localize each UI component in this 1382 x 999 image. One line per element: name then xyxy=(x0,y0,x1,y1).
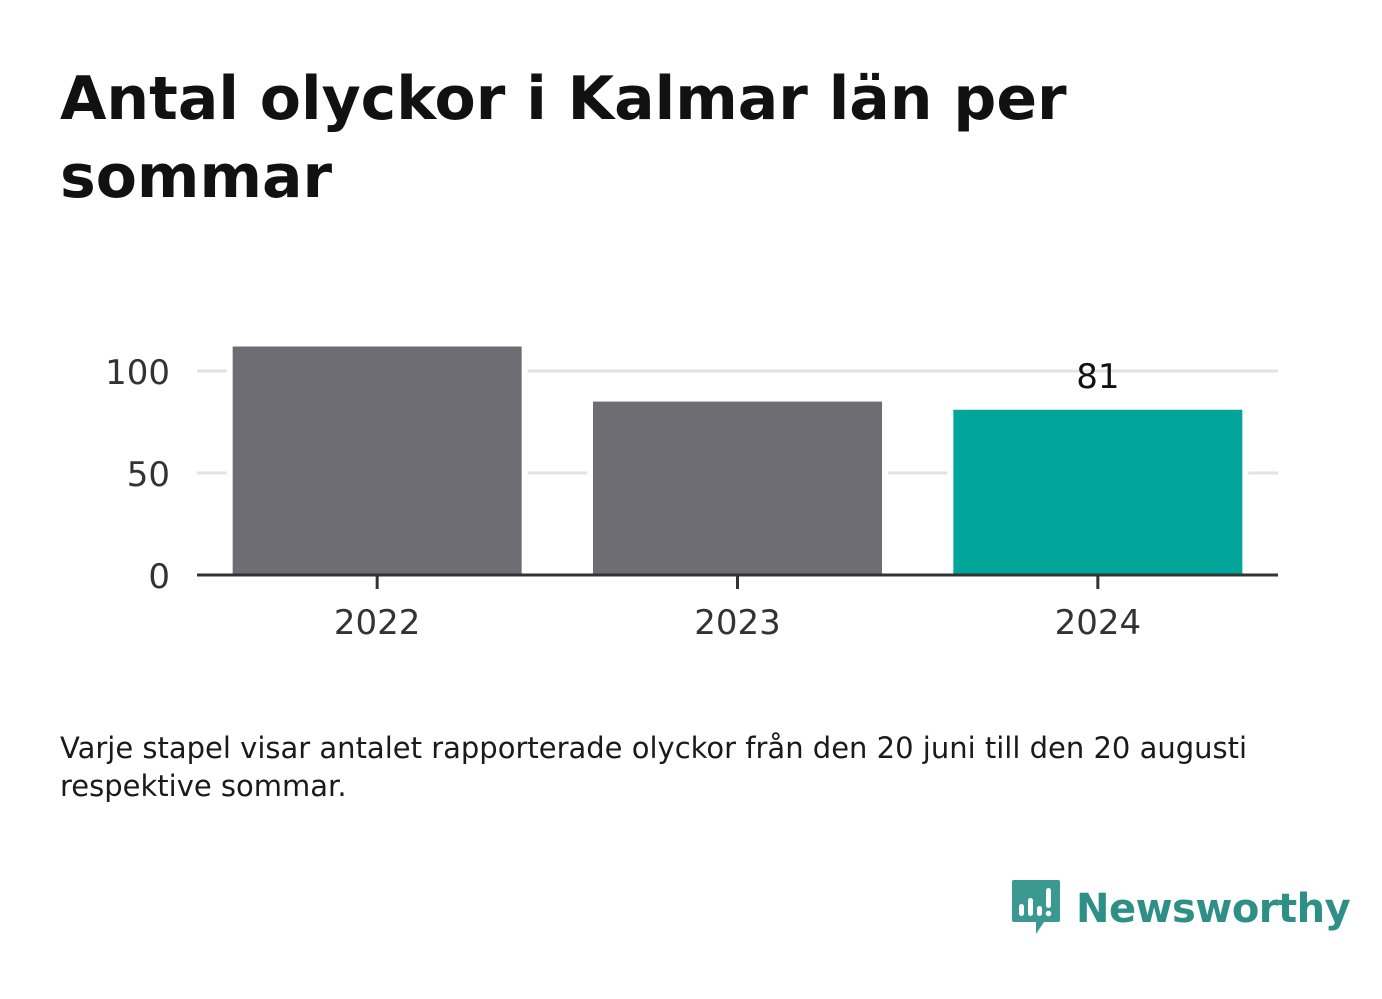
y-tick-label-0: 0 xyxy=(148,557,170,597)
y-tick-label-100: 100 xyxy=(105,353,170,393)
bar-2023 xyxy=(593,401,882,575)
chart-title: Antal olyckor i Kalmar län per sommar xyxy=(60,64,1067,212)
y-tick-label-50: 50 xyxy=(127,455,170,495)
newsworthy-logo: Newsworthy xyxy=(1010,878,1351,940)
x-tick-label-2023: 2023 xyxy=(694,603,781,643)
bar-2022 xyxy=(232,346,522,575)
data-label-2024: 81 xyxy=(1076,357,1119,397)
x-tick-label-2024: 2024 xyxy=(1055,603,1142,643)
x-tick-label-2022: 2022 xyxy=(334,603,421,643)
brand-name: Newsworthy xyxy=(1076,886,1351,932)
bar-2024 xyxy=(953,409,1243,575)
chart-footnote: Varje stapel visar antalet rapporterade … xyxy=(60,731,1248,803)
bar-chart-speech-bubble-icon xyxy=(1012,880,1060,934)
